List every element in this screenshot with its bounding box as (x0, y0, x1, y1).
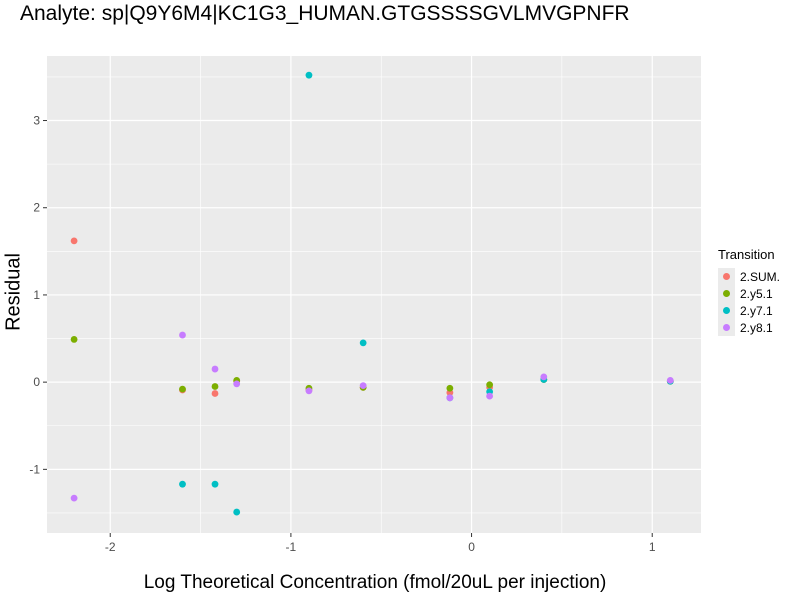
legend-label: 2.y5.1 (740, 286, 773, 301)
x-tick-label: -2 (105, 540, 116, 554)
data-point (540, 373, 548, 381)
data-point (446, 394, 454, 402)
data-point (233, 508, 241, 516)
x-axis-label: Log Theoretical Concentration (fmol/20uL… (143, 572, 607, 593)
x-tick-label: 1 (649, 540, 656, 554)
legend-key (718, 319, 735, 336)
legend-key (718, 285, 735, 302)
chart-title: Analyte: sp|Q9Y6M4|KC1G3_HUMAN.GTGSSSSGV… (20, 2, 630, 25)
y-tick-label: -1 (29, 462, 40, 476)
y-axis-label: Residual (2, 253, 25, 331)
legend-marker (723, 307, 730, 314)
data-point (486, 381, 494, 389)
data-point (179, 331, 186, 339)
data-point (666, 376, 674, 384)
legend-key (718, 268, 735, 285)
data-point (305, 387, 313, 395)
x-tick-label: -1 (286, 540, 297, 554)
legend-marker (723, 273, 730, 280)
data-point (305, 71, 313, 79)
legend-item: 2.y5.1 (718, 285, 780, 302)
data-point (70, 237, 78, 245)
data-point (446, 384, 454, 392)
legend-title: Transition (718, 247, 775, 262)
legend-label: 2.y7.1 (740, 303, 773, 318)
legend-items: 2.SUM. 2.y5.1 2.y7.1 2.y8.1 (718, 268, 780, 336)
data-point (211, 383, 219, 390)
legend-label: 2.y8.1 (740, 320, 773, 335)
data-point (359, 382, 367, 390)
y-tick-label: 0 (33, 375, 40, 389)
legend-item: 2.y8.1 (718, 319, 780, 336)
legend-marker (723, 290, 730, 297)
data-point (179, 480, 186, 488)
x-tick-label: 0 (468, 540, 475, 554)
data-point (70, 494, 78, 502)
data-point (359, 339, 367, 347)
y-tick-label: 2 (33, 201, 40, 215)
data-point (179, 385, 186, 393)
y-tick-label: 1 (33, 288, 40, 302)
data-point (70, 336, 78, 343)
data-point (486, 392, 494, 400)
legend-item: 2.SUM. (718, 268, 780, 285)
legend-item: 2.y7.1 (718, 302, 780, 319)
data-point (211, 480, 219, 488)
legend: Transition 2.SUM. 2.y5.1 2.y7.1 2.y8.1 (718, 247, 780, 336)
legend-key (718, 302, 735, 319)
data-point (211, 365, 219, 373)
y-tick-label: 3 (33, 114, 40, 128)
data-point (211, 390, 219, 397)
legend-marker (723, 324, 730, 331)
data-point (233, 380, 241, 388)
legend-label: 2.SUM. (740, 269, 781, 284)
